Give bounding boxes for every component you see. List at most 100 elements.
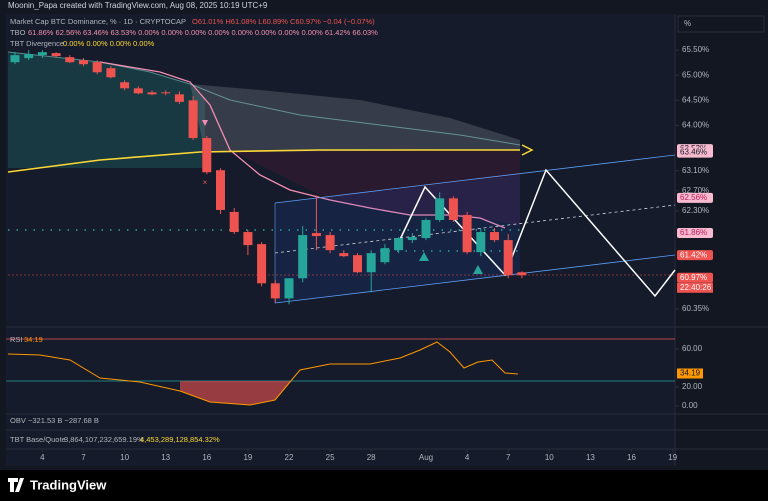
x-tick-label: 13 <box>586 453 595 462</box>
legend-obv-values: −321.53 B −287.68 B <box>28 416 99 425</box>
legend-tbo: TBO <box>10 28 26 37</box>
candle-body <box>298 235 308 279</box>
candle-body <box>65 57 75 63</box>
x-tick-label: 16 <box>627 453 636 462</box>
rsi-badge-label: 34.19 <box>680 369 701 378</box>
logo-icon <box>8 478 24 492</box>
yellow-line <box>7 149 520 173</box>
candle-body <box>380 248 390 263</box>
signal-up <box>419 252 429 261</box>
candle-body <box>257 244 267 284</box>
signal-up <box>473 265 483 274</box>
y-tick-label: 63.10% <box>682 166 709 175</box>
x-tick-label: 19 <box>243 453 252 462</box>
x-tick-label: 25 <box>326 453 335 462</box>
signal-x: × <box>203 178 208 187</box>
candle-body <box>161 92 171 94</box>
legend-rsi: RSI <box>10 335 23 344</box>
candle-body <box>284 278 294 299</box>
candle-body <box>311 233 321 237</box>
x-tick-label: 28 <box>367 453 376 462</box>
price-badge-label: 60.97% <box>680 273 707 282</box>
rsi-tick-label: 0.00 <box>682 401 698 410</box>
y-tick-label: 64.00% <box>682 121 709 130</box>
rsi-tick-label: 20.00 <box>682 382 703 391</box>
countdown: 22:40:26 <box>680 283 712 292</box>
price-badge <box>677 192 713 203</box>
candle-body <box>490 232 499 241</box>
x-tick-label: Aug <box>419 453 433 462</box>
legend-symbol: Market Cap BTC Dominance, % · 1D · CRYPT… <box>10 17 186 26</box>
candle-body <box>407 237 417 241</box>
price-badge <box>677 228 713 239</box>
candle-body <box>229 211 239 233</box>
rsi-badge <box>677 368 703 379</box>
x-tick-label: 19 <box>668 453 677 462</box>
x-tick-label: 22 <box>285 453 294 462</box>
x-tick-label: 7 <box>81 453 86 462</box>
candle-body <box>462 214 472 253</box>
legend-bq: TBT Base/Quote <box>10 435 66 444</box>
x-tick-label: 7 <box>506 453 511 462</box>
candle-body <box>188 100 198 139</box>
rsi-oversold-fill <box>180 381 290 405</box>
candle-body <box>476 232 486 253</box>
price-badge <box>677 250 713 261</box>
plot-area <box>6 14 675 466</box>
y-tick-label: 65.50% <box>682 45 709 54</box>
y-tick-label: 65.00% <box>682 70 709 79</box>
legend-obv: OBV <box>10 416 26 425</box>
candle-body <box>147 92 157 95</box>
candle-body <box>394 238 404 251</box>
candle-body <box>353 255 362 273</box>
footer <box>0 470 768 501</box>
arrow-head <box>521 144 534 156</box>
price-badge-label: 62.56% <box>680 193 707 202</box>
legend-div: TBT Divergence <box>10 39 64 48</box>
countdown-badge <box>677 282 713 293</box>
candle-body <box>503 240 513 276</box>
x-tick-label: 10 <box>120 453 129 462</box>
candle-body <box>79 60 88 65</box>
candle-body <box>435 198 445 220</box>
scale-mode-button[interactable] <box>677 15 765 33</box>
channel-upper <box>274 154 676 204</box>
candle-body <box>325 235 335 251</box>
rsi-line <box>7 341 519 406</box>
x-tick-label: 4 <box>465 453 470 462</box>
legend-rsi-value: 34.19 <box>24 335 43 344</box>
candle-body <box>270 283 280 299</box>
candle-body <box>421 219 431 239</box>
marks: 65.50% 65.00% 64.50% 64.00% 63.10% 62.70% 62.3… <box>10 45 713 462</box>
y-tick-label: 62.70% <box>682 186 709 195</box>
scale-mode[interactable]: % <box>684 19 691 28</box>
price-badge <box>677 272 713 283</box>
legend-ohlc: O61.01% H61.08% L60.89% C60.97% −0.04 (−… <box>192 17 375 26</box>
candle-body <box>24 54 34 59</box>
logo-text: TradingView <box>30 477 107 492</box>
legend-div-values: 0.00% 0.00% 0.00% 0.00% <box>63 39 155 48</box>
legend-bq-2: 4,453,289,128,854.32% <box>140 435 220 444</box>
price-badge-label: 61.86% <box>680 228 707 237</box>
channel-lower <box>274 254 676 304</box>
y-tick-label: 60.35% <box>682 304 709 313</box>
candle-body <box>10 55 20 63</box>
price-badge <box>677 147 713 158</box>
candle-body <box>133 88 143 94</box>
x-tick-label: 10 <box>545 453 554 462</box>
x-tick-label: 16 <box>202 453 211 462</box>
price-badge-label: 61.42% <box>680 250 707 259</box>
channel-mid <box>274 204 676 254</box>
candle-body <box>106 68 116 78</box>
candle-body <box>51 53 61 57</box>
cloud-grey <box>190 84 520 152</box>
legend-bq-1: 3,864,107,232,659.19% <box>64 435 144 444</box>
candle-body <box>517 272 527 276</box>
candle-body <box>243 232 253 246</box>
candle-body <box>37 52 47 56</box>
legend-tbo-values: 61.86% 62.56% 63.46% 63.53% 0.00% 0.00% … <box>28 28 378 37</box>
y-tick-label: 64.50% <box>682 95 709 104</box>
zigzag-projection <box>394 168 676 298</box>
x-tick-label: 4 <box>40 453 45 462</box>
